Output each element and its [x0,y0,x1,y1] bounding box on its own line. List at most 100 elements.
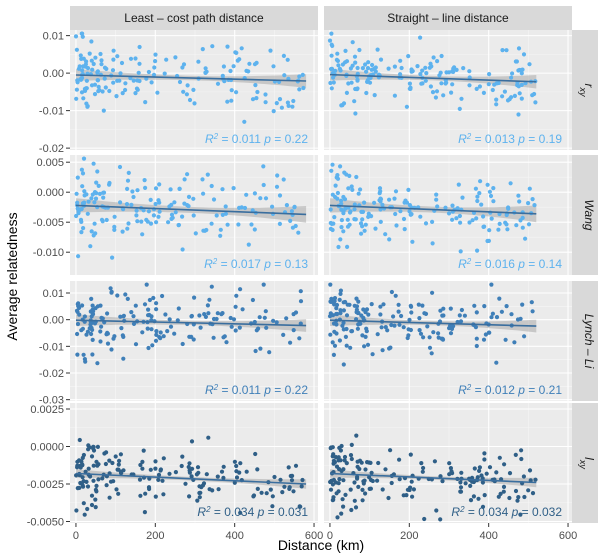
data-point [300,72,305,77]
data-point [255,467,260,472]
fit-annotation: R2 = 0.011 p = 0.22 [205,132,308,147]
data-point [350,187,355,192]
data-point [300,477,305,483]
data-point [378,219,383,224]
data-point [101,190,107,195]
data-point [224,340,229,345]
data-point [219,312,224,317]
data-point [85,484,91,489]
data-point [271,318,276,323]
row-strip [572,281,598,401]
data-point [126,221,131,226]
data-point [408,303,413,308]
data-point [342,197,348,202]
data-point [148,467,153,472]
data-point [156,477,161,482]
data-point [519,448,524,453]
fit-annotation-part: = 0.14 [525,257,562,271]
data-point [337,297,342,302]
data-point [74,191,79,196]
data-point [490,87,495,93]
data-point [330,482,335,487]
data-point [515,317,521,322]
data-point [83,469,88,474]
data-point [160,293,165,299]
data-point [332,296,338,301]
data-point [421,465,426,471]
data-point [133,91,138,96]
data-point [389,480,394,486]
column-strip [70,6,318,30]
data-point [338,291,343,296]
data-point [155,90,160,95]
data-point [343,48,348,54]
data-point [455,206,460,211]
data-point [375,47,380,52]
data-point [372,93,377,98]
data-point [286,465,291,470]
data-point [101,195,106,200]
data-point [397,477,402,482]
data-point [355,474,360,480]
data-point [485,182,490,187]
data-point [420,469,425,474]
data-point [258,346,263,351]
data-point [271,109,276,114]
data-point [111,57,116,62]
data-point [95,78,101,83]
data-point [338,448,343,453]
fit-annotation-part: R [205,383,214,397]
fit-annotation-part: = 0.011 [218,383,264,397]
data-point [233,328,238,333]
data-point [244,68,249,73]
data-point [78,217,84,222]
data-point [360,333,365,338]
data-point [501,484,507,489]
data-point [90,352,95,357]
data-point [345,217,350,222]
data-point [471,494,476,499]
data-point [78,207,83,212]
data-point [344,59,350,64]
data-point [161,334,166,339]
data-point [90,67,95,72]
data-point [100,476,105,481]
data-point [91,463,96,468]
row-strip-label: Wang [582,199,596,230]
data-point [153,494,158,499]
data-point [349,507,354,513]
data-point [151,213,156,218]
data-point [270,204,275,209]
data-point [96,183,101,188]
panel-lynchli-lcp: R2 = 0.011 p = 0.22 [70,281,318,401]
data-point [338,68,343,73]
data-point [282,484,287,489]
data-point [367,486,372,491]
data-point [80,303,85,308]
data-point [89,196,94,201]
data-point [476,496,481,501]
data-point [221,464,226,469]
data-point [146,485,152,490]
data-point [407,81,412,86]
data-point [137,61,142,66]
data-point [516,84,521,89]
data-point [530,309,535,314]
data-point [200,177,205,182]
data-point [360,66,365,71]
data-point [210,44,215,49]
data-point [137,78,142,84]
data-point [521,52,527,57]
data-point [220,73,225,78]
data-point [89,502,95,508]
x-tick-label: 400 [479,530,497,542]
fit-annotation-part: p [263,383,271,397]
data-point [204,227,209,233]
data-point [137,44,142,50]
data-point [154,329,159,334]
data-point [329,478,334,483]
data-point [92,190,98,195]
x-tick-label: 200 [400,530,418,542]
data-point [144,282,149,287]
